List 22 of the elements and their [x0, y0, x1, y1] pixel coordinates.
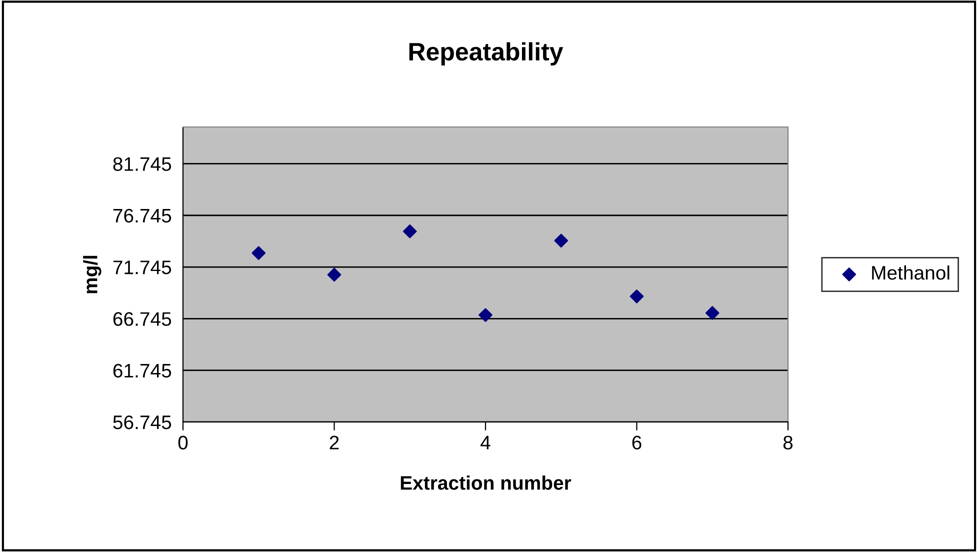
x-tick-label: 6 — [632, 436, 642, 450]
point — [327, 268, 342, 282]
point — [402, 224, 417, 238]
y-tick-label: 76.745 — [113, 208, 172, 223]
legend-label: Methanol — [872, 265, 950, 280]
y-axis-title: mg/l — [83, 256, 102, 294]
y-tick-label: 81.745 — [113, 157, 172, 171]
y-tick-label: 66.745 — [113, 312, 172, 326]
y-tick-label: 71.745 — [113, 260, 172, 274]
x-tick-label: 0 — [178, 436, 188, 450]
y-tick-label: 61.745 — [113, 364, 172, 378]
point — [705, 306, 720, 320]
point — [554, 234, 568, 248]
chart-title: Repeatability — [409, 42, 564, 66]
point — [478, 308, 492, 322]
x-tick-label: 4 — [480, 436, 490, 450]
x-tick-label: 2 — [330, 436, 339, 450]
x-axis-title: Extraction number — [400, 476, 572, 490]
point — [252, 246, 266, 260]
point — [630, 290, 644, 304]
y-tick-label: 56.745 — [113, 415, 172, 430]
x-tick-label: 8 — [783, 436, 793, 450]
